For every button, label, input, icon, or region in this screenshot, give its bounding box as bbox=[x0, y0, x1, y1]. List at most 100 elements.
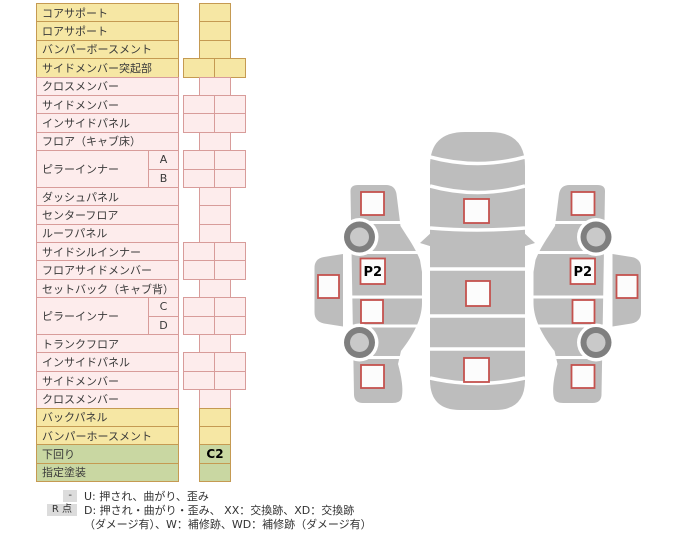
damage-cell-row bbox=[183, 150, 247, 170]
damage-cell-zone bbox=[183, 3, 247, 23]
table-row: サイドシルインナー bbox=[36, 242, 247, 262]
inspection-point-front-fender[interactable] bbox=[360, 191, 385, 216]
inspection-point-trunk[interactable] bbox=[463, 357, 490, 383]
inspection-point-roof[interactable] bbox=[465, 280, 491, 307]
damage-cell[interactable] bbox=[214, 352, 246, 372]
damage-cell-row bbox=[183, 168, 247, 188]
part-label: インサイドパネル bbox=[36, 352, 179, 372]
legend-line-3: x （ダメージ有）、W：補修跡、WD：補修跡（ダメージ有） bbox=[40, 518, 372, 531]
part-label: セットバック（キャブ背） bbox=[36, 278, 179, 299]
damage-cell[interactable] bbox=[183, 352, 215, 372]
damage-cell-row bbox=[183, 315, 247, 336]
damage-cell[interactable] bbox=[199, 131, 231, 152]
damage-cell[interactable] bbox=[214, 150, 246, 170]
inspection-point-side-sill[interactable] bbox=[317, 274, 340, 299]
damage-cell[interactable] bbox=[214, 260, 246, 280]
damage-cell[interactable] bbox=[214, 113, 246, 133]
inspection-point-rear-fender[interactable] bbox=[360, 364, 385, 389]
damage-cell[interactable] bbox=[183, 150, 215, 170]
damage-cell[interactable] bbox=[214, 58, 246, 78]
table-row: インサイドパネル bbox=[36, 352, 247, 372]
table-row: ルーフパネル bbox=[36, 223, 247, 244]
damage-cell-row bbox=[183, 131, 247, 152]
table-row: 指定塗装 bbox=[36, 462, 247, 483]
car-diagram: P2 P2 bbox=[314, 132, 643, 410]
damage-cell[interactable] bbox=[199, 278, 231, 299]
damage-cell[interactable] bbox=[183, 168, 215, 188]
table-row: センターフロア bbox=[36, 205, 247, 225]
damage-cell-zone bbox=[183, 242, 247, 262]
table-row: 下回り C2 bbox=[36, 444, 247, 464]
table-row: コアサポート bbox=[36, 3, 247, 23]
damage-cell[interactable] bbox=[183, 94, 215, 115]
damage-cell-row: C2 bbox=[183, 444, 247, 464]
table-row: バックパネル bbox=[36, 407, 247, 428]
part-label: クロスメンバー bbox=[36, 389, 179, 409]
legend-key-rpoint: R 点 bbox=[40, 504, 77, 516]
damage-cell[interactable] bbox=[199, 21, 231, 41]
part-label: センターフロア bbox=[36, 205, 179, 225]
damage-cell-row bbox=[183, 113, 247, 133]
damage-code-left-door: P2 bbox=[364, 265, 383, 280]
damage-cell[interactable] bbox=[183, 370, 215, 391]
damage-cell[interactable] bbox=[199, 462, 231, 483]
damage-cell[interactable] bbox=[183, 260, 215, 280]
damage-cell[interactable] bbox=[199, 76, 231, 96]
damage-cell[interactable] bbox=[183, 58, 215, 78]
table-row: セットバック（キャブ背） bbox=[36, 278, 247, 299]
inspection-point-rear-door[interactable] bbox=[360, 299, 384, 324]
damage-cell-row bbox=[183, 205, 247, 225]
legend-line-1: - U: 押され、曲がり、歪み bbox=[40, 490, 372, 503]
damage-cell[interactable] bbox=[199, 426, 231, 446]
part-label: サイドメンバー bbox=[36, 94, 179, 115]
damage-cell[interactable] bbox=[183, 297, 215, 317]
damage-cell[interactable] bbox=[199, 39, 231, 60]
damage-cell-zone: C2 bbox=[183, 444, 247, 464]
damage-cell[interactable] bbox=[183, 242, 215, 262]
table-row: ピラーインナー A B bbox=[36, 150, 247, 188]
inspection-point-hood[interactable] bbox=[463, 198, 490, 224]
damage-cell[interactable] bbox=[214, 242, 246, 262]
damage-cell[interactable] bbox=[199, 186, 231, 207]
damage-cell[interactable] bbox=[214, 370, 246, 391]
inspection-point-front-door[interactable] bbox=[359, 257, 386, 285]
damage-cell[interactable]: C2 bbox=[199, 444, 231, 464]
rear-wheel bbox=[340, 323, 379, 362]
damage-cell-row bbox=[183, 426, 247, 446]
damage-cell[interactable] bbox=[199, 389, 231, 409]
damage-cell[interactable] bbox=[183, 315, 215, 336]
table-row: クロスメンバー bbox=[36, 76, 247, 96]
legend-key-spacer: x bbox=[40, 518, 77, 530]
damage-cell[interactable] bbox=[199, 3, 231, 23]
right-mirror bbox=[522, 231, 535, 247]
damage-cell-row bbox=[183, 389, 247, 409]
table-row: サイドメンバー bbox=[36, 370, 247, 391]
damage-cell[interactable] bbox=[199, 205, 231, 225]
damage-cell[interactable] bbox=[214, 297, 246, 317]
damage-cell[interactable] bbox=[199, 407, 231, 428]
damage-cell[interactable] bbox=[214, 94, 246, 115]
table-row: クロスメンバー bbox=[36, 389, 247, 409]
damage-cell-zone bbox=[183, 352, 247, 372]
part-label: バンパーホースメント bbox=[36, 426, 179, 446]
damage-cell-row bbox=[183, 223, 247, 244]
part-label: クロスメンバー bbox=[36, 76, 179, 96]
damage-cell-zone bbox=[183, 370, 247, 391]
damage-cell-zone bbox=[183, 58, 247, 78]
part-label: ロアサポート bbox=[36, 21, 179, 41]
damage-cell[interactable] bbox=[214, 315, 246, 336]
damage-cell[interactable] bbox=[199, 334, 231, 354]
table-row: インサイドパネル bbox=[36, 113, 247, 133]
table-row: バンパーボースメント bbox=[36, 39, 247, 60]
legend-line-2: R 点 D: 押され・曲がり・歪み、 XX：交換跡、XD：交換跡 bbox=[40, 504, 372, 517]
damage-cell-zone bbox=[183, 94, 247, 115]
damage-cell[interactable] bbox=[199, 223, 231, 244]
damage-cell[interactable] bbox=[183, 113, 215, 133]
pillar-sub-label: D bbox=[148, 315, 179, 336]
damage-cell[interactable] bbox=[214, 168, 246, 188]
part-label: バンパーボースメント bbox=[36, 39, 179, 60]
damage-cell-zone bbox=[183, 278, 247, 299]
